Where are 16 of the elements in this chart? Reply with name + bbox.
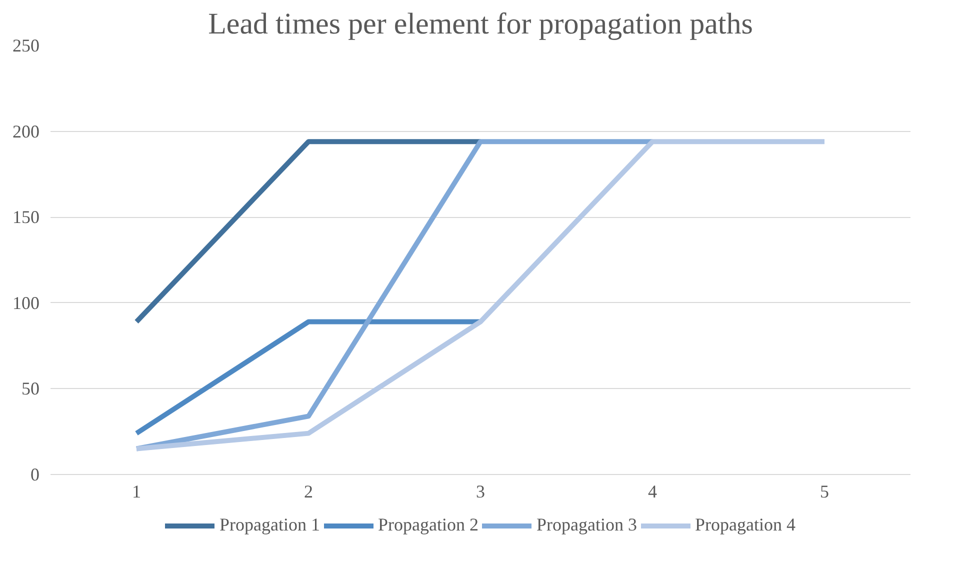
- y-tick-label: 100: [12, 292, 40, 313]
- x-tick-label: 3: [476, 482, 485, 502]
- y-tick-label: 200: [12, 121, 40, 142]
- y-tick-label: 0: [30, 464, 40, 484]
- y-tick-label: 250: [12, 36, 40, 56]
- legend-label: Propagation 2: [378, 514, 478, 536]
- chart-title: Lead times per element for propagation paths: [208, 8, 753, 40]
- legend-label: Propagation 4: [695, 514, 796, 536]
- x-tick-label: 4: [648, 482, 657, 502]
- x-tick-label: 2: [304, 482, 313, 502]
- x-tick-label: 5: [820, 482, 829, 502]
- legend-label: Propagation 3: [536, 514, 637, 536]
- legend-label: Propagation 1: [220, 514, 320, 536]
- x-tick-label: 1: [132, 482, 141, 502]
- y-tick-label: 50: [22, 378, 40, 399]
- y-tick-label: 150: [12, 207, 40, 228]
